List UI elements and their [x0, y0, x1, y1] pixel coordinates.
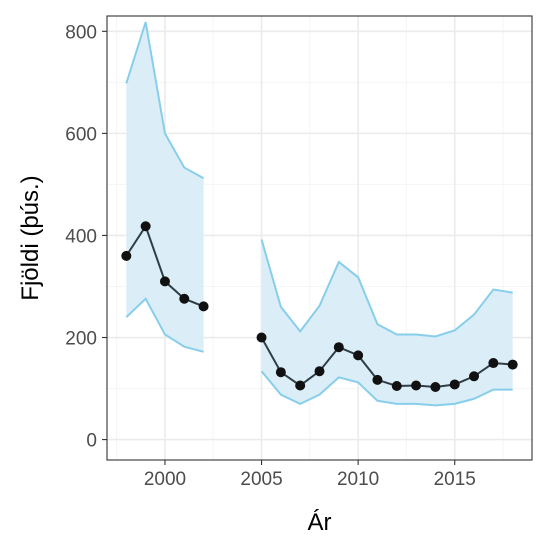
estimate-points [121, 221, 518, 393]
data-point [372, 374, 383, 385]
data-point [353, 350, 364, 361]
data-point [198, 301, 209, 312]
x-axis-title: Ár [308, 509, 332, 536]
y-axis-ticks: 0 200 400 600 800 [65, 22, 107, 452]
y-tick-label: 0 [86, 431, 97, 452]
data-point [488, 358, 499, 369]
y-tick-label: 600 [65, 124, 97, 145]
y-tick-label: 200 [65, 329, 97, 350]
x-tick-label: 2005 [240, 469, 282, 490]
y-axis-title: Fjöldi (þús.) [17, 175, 44, 300]
data-point [140, 221, 151, 232]
data-point [411, 380, 422, 391]
data-point [469, 371, 480, 382]
data-point [295, 380, 306, 391]
lower-bound-line-1 [125, 297, 204, 353]
x-tick-label: 2010 [337, 469, 379, 490]
data-point [159, 276, 170, 287]
data-point [391, 381, 402, 391]
x-tick-label: 2000 [144, 469, 186, 490]
confidence-band-1 [126, 22, 204, 352]
data-point [314, 366, 325, 377]
y-tick-label: 400 [65, 226, 97, 247]
data-point [333, 342, 344, 353]
data-point [449, 379, 460, 390]
data-point [256, 332, 267, 343]
upper-bound-line-2 [260, 239, 513, 338]
data-point [121, 250, 132, 261]
x-tick-label: 2015 [434, 469, 476, 490]
data-point [430, 382, 441, 393]
data-point [275, 367, 286, 378]
upper-bound-line-1 [125, 21, 205, 180]
data-point [179, 293, 190, 304]
lower-bound-line-2 [260, 370, 513, 407]
data-point [507, 359, 518, 370]
y-tick-label: 800 [65, 22, 97, 43]
x-axis-ticks: 2000 2005 2010 2015 [144, 460, 476, 490]
plot-panel-border [106, 15, 533, 461]
